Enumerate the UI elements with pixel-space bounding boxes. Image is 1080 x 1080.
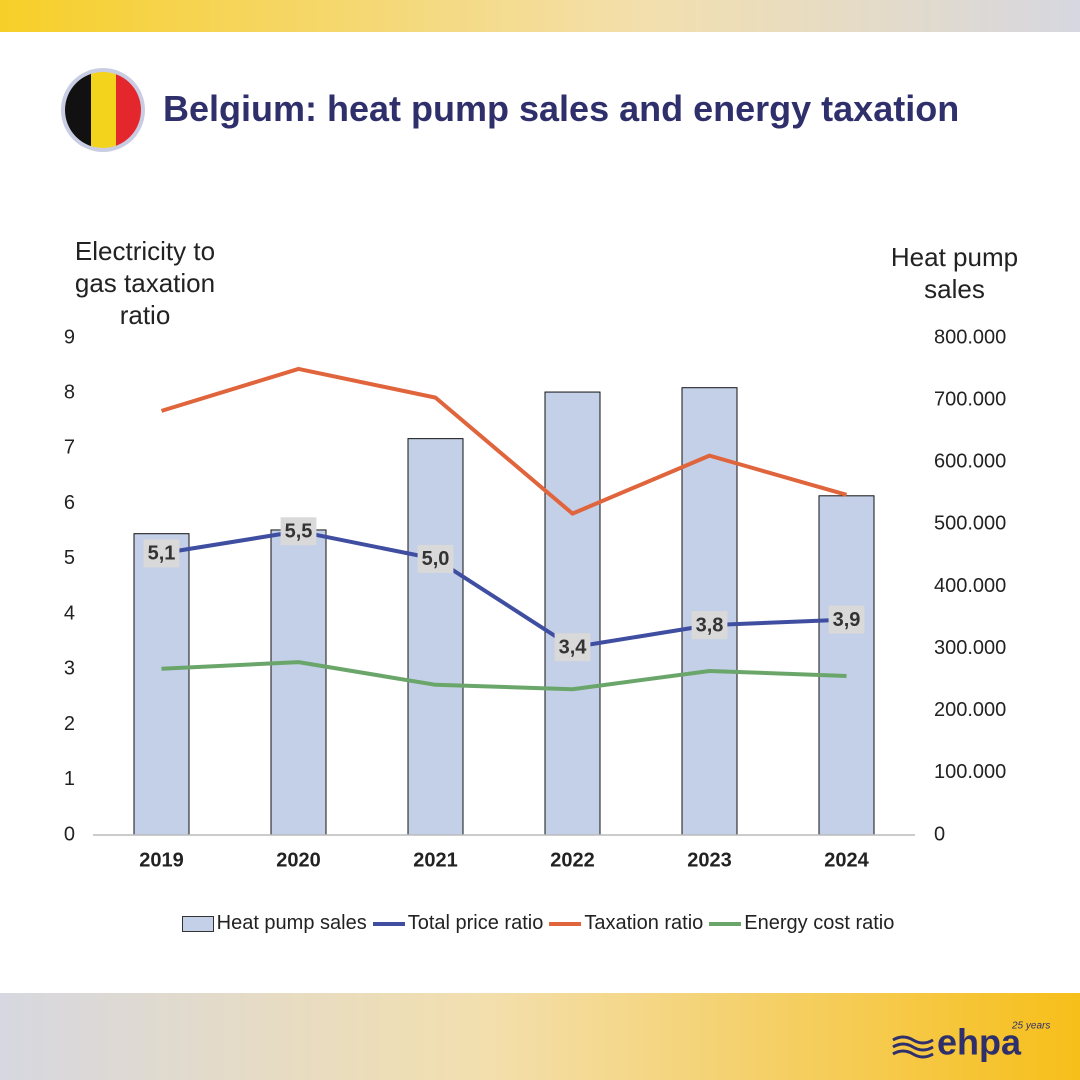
data-label-bg <box>691 611 728 640</box>
bar <box>270 529 327 836</box>
bar <box>818 495 875 836</box>
legend: Heat pump sales Total price ratio Taxation… <box>0 912 1080 935</box>
y-tick-label: 4 <box>64 602 75 624</box>
bar <box>544 391 601 836</box>
y2-tick-label: 300.000 <box>934 637 1006 659</box>
y-tick-label: 2 <box>64 713 75 735</box>
x-tick-label: 2022 <box>550 849 595 871</box>
chart-title: Belgium: heat pump sales and energy taxa… <box>163 88 960 129</box>
line <box>160 366 848 516</box>
x-tick-label: 2024 <box>824 849 869 871</box>
legend-swatch <box>709 921 742 926</box>
data-label-bg <box>280 517 317 546</box>
legend-item: Taxation ratio <box>549 912 703 935</box>
y2-tick-label: 600.000 <box>934 451 1006 473</box>
y-tick-label: 9 <box>64 326 75 348</box>
x-tick-label: 2020 <box>276 849 321 871</box>
legend-swatch <box>549 921 582 926</box>
data-label: 5,5 <box>285 521 313 543</box>
x-tick-label: 2021 <box>413 849 458 871</box>
data-label: 5,0 <box>422 548 450 570</box>
y-tick-label: 6 <box>64 492 75 514</box>
x-tick-label: 2019 <box>139 849 184 871</box>
line <box>161 529 847 650</box>
bar <box>133 533 190 836</box>
y2-tick-label: 100.000 <box>934 761 1006 783</box>
logo-text: ehpa <box>937 1022 1022 1063</box>
top-band <box>0 0 1080 32</box>
line <box>161 660 847 692</box>
legend-swatch <box>181 915 214 932</box>
legend-label: Taxation ratio <box>584 912 704 934</box>
y-tick-label: 7 <box>64 437 75 459</box>
y2-axis-title: Heat pump sales <box>890 242 1019 304</box>
data-label-bg <box>828 605 865 634</box>
bottom-band <box>0 993 1080 1080</box>
data-label: 3,9 <box>833 609 861 631</box>
legend-swatch <box>372 921 405 926</box>
data-label: 3,8 <box>696 614 724 636</box>
y2-tick-label: 400.000 <box>934 575 1006 597</box>
y-tick-label: 0 <box>64 823 75 845</box>
y-tick-label: 5 <box>64 547 75 569</box>
y2-tick-label: 800.000 <box>934 326 1006 348</box>
legend-item: Heat pump sales <box>181 912 367 935</box>
legend-label: Total price ratio <box>407 912 544 934</box>
y2-tick-label: 700.000 <box>934 388 1006 410</box>
legend-item: Energy cost ratio <box>709 912 894 935</box>
data-label-bg <box>554 633 591 662</box>
y2-tick-label: 200.000 <box>934 699 1006 721</box>
data-label-bg <box>143 539 180 568</box>
bar <box>407 438 464 836</box>
legend-label: Energy cost ratio <box>744 912 895 934</box>
y2-tick-label: 500.000 <box>934 513 1006 535</box>
data-label: 5,1 <box>148 543 176 565</box>
y-tick-label: 3 <box>64 658 75 680</box>
legend-item: Total price ratio <box>372 912 544 935</box>
x-tick-label: 2023 <box>687 849 732 871</box>
y-tick-label: 1 <box>64 768 75 790</box>
data-label: 3,4 <box>559 637 588 659</box>
legend-label: Heat pump sales <box>216 912 367 934</box>
y-axis-title: Electricity to gas taxation ratio <box>74 236 216 330</box>
y-tick-label: 8 <box>64 382 75 404</box>
flag <box>61 68 145 152</box>
logo: ehpa 25 years <box>892 1021 1050 1063</box>
data-label-bg <box>417 544 454 573</box>
logo-tagline: 25 years <box>1011 1021 1050 1032</box>
y2-tick-label: 0 <box>934 823 945 845</box>
